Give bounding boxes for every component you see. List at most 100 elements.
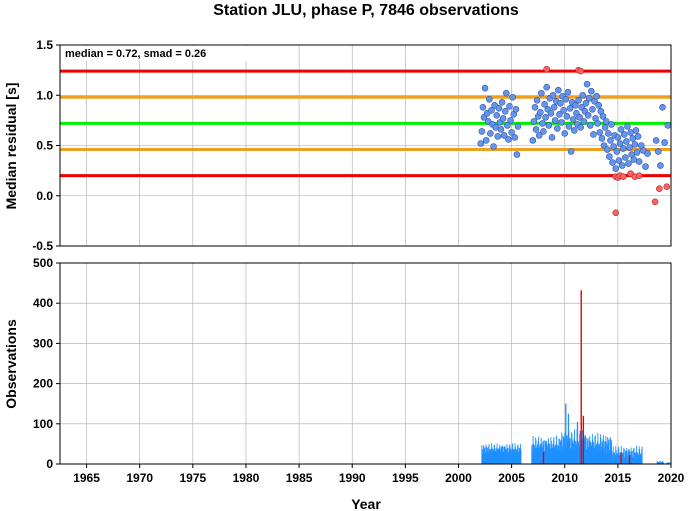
residual-point	[512, 106, 520, 113]
residual-point	[487, 130, 494, 137]
residual-reference-lines	[60, 69, 671, 178]
observation-bar	[567, 440, 569, 464]
outlier-observation-bar	[580, 290, 582, 464]
observation-bar	[641, 446, 643, 464]
residual-point	[657, 162, 664, 169]
residual-point	[622, 154, 629, 161]
observation-bar	[605, 442, 607, 464]
residual-point	[513, 151, 521, 158]
residual-point	[634, 133, 642, 140]
x-tick-label: 1995	[392, 471, 419, 485]
residual-point	[488, 107, 495, 114]
outlier-residual-point	[577, 67, 584, 75]
observations-y-ticks: 0 100 200 300 400 500	[33, 256, 60, 471]
observation-bar	[618, 446, 620, 464]
residual-point	[505, 136, 512, 143]
x-tick-label: 1980	[233, 471, 260, 485]
residual-point	[508, 129, 515, 136]
residual-point	[642, 163, 649, 170]
x-tick-label: 1985	[286, 471, 313, 485]
residual-point	[561, 130, 569, 137]
x-tick-label: 2020	[658, 471, 685, 485]
y-tick-label: 1.0	[36, 88, 53, 102]
residual-point	[580, 118, 588, 125]
observation-bar	[639, 449, 640, 464]
residual-point	[531, 104, 539, 111]
residual-point	[596, 129, 604, 136]
residual-point	[577, 124, 584, 131]
residual-point	[589, 106, 596, 113]
residual-point	[532, 126, 540, 133]
residual-point	[609, 159, 616, 166]
observation-bar	[623, 448, 625, 464]
residual-point	[623, 138, 630, 145]
residual-point	[493, 112, 501, 119]
residual-point	[547, 110, 555, 117]
x-tick-label: 2015	[605, 471, 632, 485]
residual-point	[497, 126, 505, 133]
residual-point	[612, 165, 620, 172]
residual-point	[530, 118, 538, 125]
residual-point	[551, 117, 559, 124]
outlier-residual-point	[651, 198, 659, 206]
residual-point	[509, 93, 516, 101]
residual-point	[619, 145, 627, 152]
residual-point	[507, 117, 514, 124]
residual-point	[635, 158, 643, 165]
observation-bars	[481, 290, 671, 464]
residual-point	[588, 87, 595, 95]
residual-point	[533, 96, 541, 104]
residual-point	[584, 112, 592, 119]
median-smad-annotation: median = 0.72, smad = 0.26	[65, 48, 206, 60]
y-tick-label: 500	[33, 256, 53, 270]
outlier-observation-bar	[542, 451, 545, 464]
residual-points	[477, 65, 672, 217]
observations-y-axis-label: Observations	[3, 319, 19, 409]
residual-point	[652, 137, 660, 144]
residual-point	[654, 148, 662, 155]
residual-point	[602, 118, 610, 125]
residual-y-axis-label: Median residual [s]	[3, 83, 19, 210]
x-tick-label: 1975	[179, 471, 206, 485]
observation-bar	[565, 403, 567, 464]
residual-point	[598, 135, 606, 142]
residual-point	[585, 94, 593, 102]
residual-point	[541, 100, 548, 108]
residual-point	[610, 143, 617, 150]
chart-title: Station JLU, phase P, 7846 observations	[213, 2, 519, 19]
residual-point	[535, 132, 543, 139]
outlier-residual-point	[663, 183, 671, 191]
residual-point	[614, 134, 622, 141]
observation-bar	[585, 435, 587, 464]
residual-point	[620, 131, 628, 138]
residual-point	[548, 134, 556, 141]
residual-point	[624, 123, 631, 130]
residual-point	[582, 99, 590, 107]
residual-point	[478, 128, 486, 135]
residual-point	[566, 105, 574, 112]
x-tick-label: 1965	[73, 471, 100, 485]
residual-point	[529, 137, 537, 144]
x-tick-label: 1970	[126, 471, 153, 485]
outlier-residual-point	[656, 185, 663, 193]
residual-point	[571, 127, 578, 134]
residual-point	[565, 123, 573, 130]
annotation-background	[63, 46, 261, 61]
residual-point	[572, 102, 579, 109]
observation-bar	[663, 462, 665, 464]
y-tick-label: 0	[46, 457, 53, 471]
residual-point	[504, 122, 511, 129]
residual-point	[482, 137, 490, 144]
residual-point	[608, 121, 615, 128]
residual-point	[506, 103, 513, 110]
residual-point	[625, 160, 632, 167]
y-tick-label: 100	[33, 417, 53, 431]
residual-point	[579, 91, 587, 99]
residual-point	[498, 98, 506, 106]
residual-point	[557, 99, 564, 107]
residual-point	[555, 86, 562, 94]
observation-bar	[576, 421, 579, 464]
observations-grid	[60, 262, 672, 465]
residual-point	[616, 140, 624, 147]
